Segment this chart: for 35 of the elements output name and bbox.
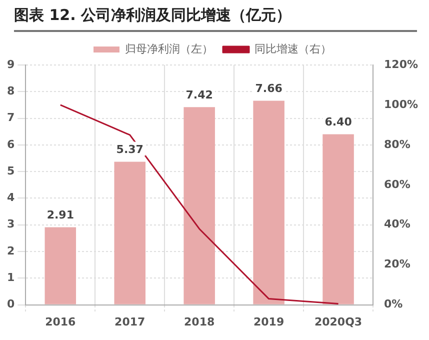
bar [322,134,354,304]
bar [184,107,215,304]
y-tick-label: 0 [7,298,15,311]
legend-label: 归母净利润（左） [125,42,213,56]
bar [44,227,76,304]
bar [114,162,146,304]
y-tick-label: 1 [7,271,15,284]
data-label: 6.40 [324,116,352,129]
y-tick-label: 3 [7,218,15,231]
x-tick-label: 2020Q3 [314,315,362,328]
x-tick-label: 2016 [45,315,76,328]
y-tick-label: 9 [7,58,15,71]
data-label: 2.91 [46,208,74,222]
y2-tick-label: 20% [384,258,410,271]
y2-tick-label: 40% [384,218,410,231]
x-tick-label: 2017 [114,315,146,328]
x-tick-label: 2018 [184,315,215,328]
y2-tick-label: 120% [384,58,418,71]
x-tick-label: 2019 [253,315,284,328]
y-tick-label: 4 [7,191,15,204]
y-tick-label: 6 [7,138,15,151]
chart-title: 图表 12. 公司净利润及同比增速（亿元） [13,5,292,26]
data-label: 5.37 [116,143,144,156]
y-tick-label: 7 [7,111,15,124]
data-label: 7.42 [186,88,213,102]
y-tick-label: 2 [7,244,15,258]
data-label: 7.66 [255,82,283,96]
y-tick-label: 5 [7,164,15,178]
y2-tick-label: 100% [384,98,418,111]
y2-tick-label: 80% [384,138,410,151]
legend-label: 同比增速（右） [254,42,332,56]
y-tick-label: 8 [7,84,15,98]
y2-tick-label: 0% [384,298,403,311]
y2-tick-label: 60% [384,178,410,191]
bar [253,100,284,304]
